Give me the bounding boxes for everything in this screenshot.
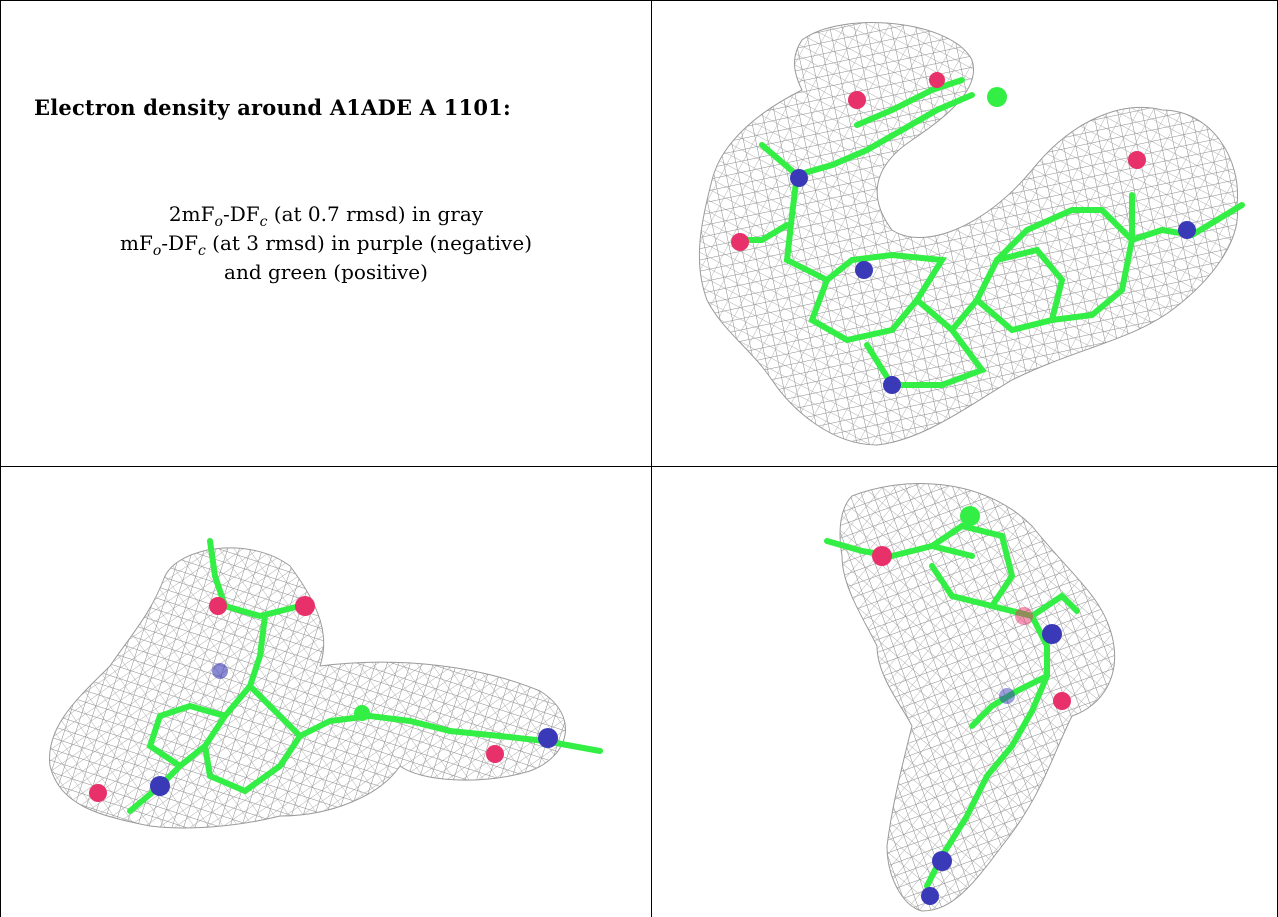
legend-line-fo-fc: mFo-DFc (at 3 rmsd) in purple (negative): [0, 229, 652, 258]
ligand-atoms: [872, 506, 1071, 905]
ligand-sticks: [824, 522, 1080, 889]
density-mesh: [698, 22, 1239, 446]
legend-subscript: c: [197, 243, 206, 259]
density-view-bottom-right: [652, 466, 1278, 917]
molecule-render-bottom-left: [49, 538, 603, 829]
density-view-bottom-left: [0, 466, 652, 917]
map-legend: 2mFo-DFc (at 0.7 rmsd) in gray mFo-DFc (…: [0, 200, 652, 287]
ligand-atoms: [89, 596, 558, 802]
legend-subscript: o: [214, 214, 223, 230]
legend-text: mF: [120, 231, 153, 255]
legend-subscript: c: [259, 214, 268, 230]
table-border-left: [0, 0, 1, 917]
legend-text: -DF: [161, 231, 198, 255]
ligand-sticks: [739, 77, 1245, 388]
legend-text: (at 0.7 rmsd) in gray: [267, 202, 484, 226]
figure-title: Electron density around A1ADE A 1101:: [34, 95, 511, 120]
legend-line-colors: and green (positive): [224, 260, 428, 284]
table-divider-horizontal: [0, 466, 1278, 467]
legend-line-2fo-fc: 2mFo-DFc (at 0.7 rmsd) in gray: [0, 200, 652, 229]
molecule-render-top-right: [698, 22, 1245, 446]
legend-text: 2mF: [168, 202, 215, 226]
caption-cell: Electron density around A1ADE A 1101: 2m…: [0, 0, 652, 466]
density-mesh: [839, 483, 1116, 912]
density-view-top-right: [652, 0, 1278, 466]
table-border-top: [0, 0, 1278, 1]
table-divider-vertical: [651, 0, 652, 917]
legend-text: (at 3 rmsd) in purple (negative): [205, 231, 532, 255]
legend-subscript: o: [152, 243, 162, 259]
density-mesh: [49, 547, 566, 829]
legend-text: -DF: [222, 202, 260, 226]
ligand-atoms: [731, 72, 1196, 394]
molecule-render-bottom-right: [824, 483, 1116, 912]
